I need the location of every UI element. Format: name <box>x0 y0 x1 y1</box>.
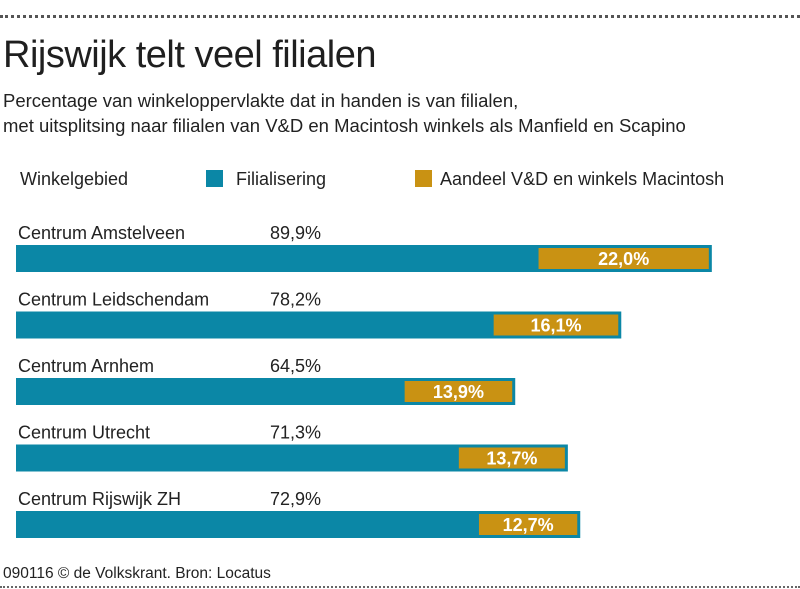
aandeel-value-centrum-rijswijk-zh: 12,7% <box>503 515 554 535</box>
bottom-dotted-rule <box>0 586 800 588</box>
aandeel-bar-centrum-rijswijk-zh <box>478 514 578 535</box>
aandeel-bar-centrum-amstelveen <box>538 248 709 269</box>
chart-title: Rijswijk telt veel filialen <box>3 34 376 76</box>
category-label-centrum-leidschendam: Centrum Leidschendam <box>18 290 209 310</box>
filialisering-value-centrum-utrecht: 71,3% <box>270 423 321 443</box>
aandeel-value-centrum-amstelveen: 22,0% <box>598 249 649 269</box>
category-label-centrum-rijswijk-zh: Centrum Rijswijk ZH <box>18 489 181 509</box>
source-credit: 090116 © de Volkskrant. Bron: Locatus <box>3 565 271 582</box>
filialisering-value-centrum-arnhem: 64,5% <box>270 356 321 376</box>
aandeel-bar-centrum-arnhem <box>404 381 513 402</box>
aandeel-bar-centrum-utrecht <box>458 447 565 469</box>
legend-swatch-aandeel <box>415 170 432 187</box>
aandeel-bar-centrum-leidschendam <box>493 314 619 336</box>
filialisering-value-centrum-leidschendam: 78,2% <box>270 290 321 310</box>
legend-swatch-filialisering <box>206 170 223 187</box>
filialisering-value-centrum-rijswijk-zh: 72,9% <box>270 489 321 509</box>
aandeel-value-centrum-arnhem: 13,9% <box>433 382 484 402</box>
category-label-centrum-arnhem: Centrum Arnhem <box>18 356 154 376</box>
legend-label-aandeel: Aandeel V&D en winkels Macintosh <box>440 169 725 189</box>
category-label-centrum-utrecht: Centrum Utrecht <box>18 423 150 443</box>
aandeel-value-centrum-leidschendam: 16,1% <box>530 316 581 336</box>
legend-category-header: Winkelgebied <box>20 169 129 189</box>
chart-subtitle: Percentage van winkeloppervlakte dat in … <box>3 88 793 138</box>
legend-label-filialisering: Filialisering <box>236 169 327 189</box>
subtitle-line-2: met uitsplitsing naar filialen van V&D e… <box>3 115 686 136</box>
aandeel-value-centrum-utrecht: 13,7% <box>486 449 537 469</box>
subtitle-line-1: Percentage van winkeloppervlakte dat in … <box>3 90 519 111</box>
top-dotted-rule <box>0 15 800 18</box>
filialisering-value-centrum-amstelveen: 89,9% <box>270 223 321 243</box>
category-label-centrum-amstelveen: Centrum Amstelveen <box>18 223 185 243</box>
